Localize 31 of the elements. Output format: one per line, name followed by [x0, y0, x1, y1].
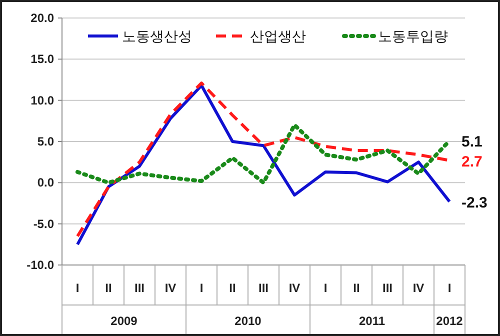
x-tick-label: IV — [412, 281, 424, 295]
text: 2011 — [358, 314, 386, 328]
x-tick-label: II — [229, 281, 236, 295]
y-tick-label: -5.0 — [33, 216, 54, 231]
x-tick-label: II — [105, 281, 112, 295]
y-tick-label: 15.0 — [30, 52, 54, 66]
y-tick-label: 20.0 — [30, 11, 54, 25]
text: 2010 — [234, 314, 262, 328]
y-tick-label: 10.0 — [30, 93, 54, 108]
x-tick-label: I — [324, 281, 328, 295]
x-tick-label: III — [134, 281, 145, 295]
data-label: 2.7 — [462, 153, 482, 170]
legend-label: 노동투입량 — [378, 28, 448, 44]
text: 2009 — [110, 314, 138, 328]
x-tick-label: II — [353, 281, 360, 295]
y-tick-label: -10.0 — [26, 258, 54, 272]
x-tick-label: IV — [164, 281, 176, 295]
x-tick-label: I — [200, 281, 204, 295]
data-label: 5.1 — [462, 134, 482, 151]
x-tick-label: I — [448, 281, 452, 295]
legend-label: 산업생산 — [250, 28, 306, 44]
x-tick-label: I — [76, 281, 80, 295]
y-tick-label: 5.0 — [37, 134, 54, 148]
x-tick-label: III — [258, 281, 269, 295]
text: 2012 — [436, 314, 464, 328]
line-series — [76, 123, 452, 185]
data-label: -2.3 — [462, 194, 488, 212]
y-tick-label: 0.0 — [37, 176, 54, 190]
x-tick-label: III — [382, 281, 393, 295]
x-tick-label: IV — [288, 281, 300, 295]
legend-label: 노동생산성 — [122, 28, 192, 44]
